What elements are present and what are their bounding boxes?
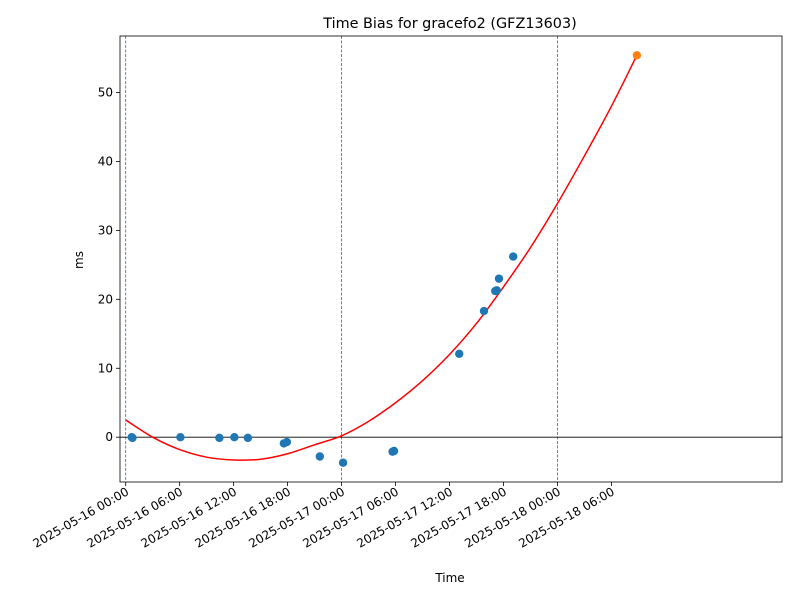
x-tick-label: 2025-05-17 18:00	[408, 484, 509, 550]
plot-area-frame	[119, 35, 783, 483]
y-axis-ticks: 0 10 20 30 40 50	[98, 86, 120, 444]
fit-curve	[125, 54, 638, 461]
data-point	[479, 306, 489, 316]
data-point	[389, 446, 399, 456]
x-tick-label: 2025-05-18 06:00	[516, 484, 617, 550]
y-tick-label: 20	[98, 292, 113, 306]
fit-curve-group	[125, 54, 638, 461]
y-axis-label: ms	[72, 251, 86, 269]
data-point	[243, 433, 253, 443]
y-tick-label: 50	[98, 86, 113, 100]
x-tick-label: 2025-05-17 00:00	[246, 484, 347, 550]
data-point	[282, 437, 292, 447]
data-point	[230, 432, 239, 442]
x-axis-label: Time	[434, 571, 464, 585]
y-tick-label: 10	[98, 361, 113, 375]
data-points-group	[127, 51, 642, 467]
x-tick-label: 2025-05-16 06:00	[85, 484, 186, 550]
data-point	[492, 286, 501, 295]
chart-title: Time Bias for gracefo2 (GFZ13603)	[322, 16, 576, 32]
y-tick-label: 30	[98, 223, 113, 237]
x-tick-label: 2025-05-18 00:00	[462, 484, 563, 550]
data-point	[509, 252, 518, 261]
x-tick-label: 2025-05-16 00:00	[31, 484, 132, 550]
data-point	[338, 458, 348, 467]
day-boundary-lines	[125, 36, 558, 482]
x-tick-label: 2025-05-17 06:00	[300, 484, 401, 550]
y-tick-label: 0	[105, 430, 113, 444]
x-tick-label: 2025-05-16 12:00	[138, 484, 239, 550]
data-point	[494, 274, 504, 283]
x-tick-label: 2025-05-17 12:00	[354, 484, 455, 550]
x-tick-label: 2025-05-16 18:00	[192, 484, 293, 550]
predicted-point	[632, 51, 642, 60]
data-point	[455, 349, 464, 358]
data-point	[315, 452, 325, 461]
data-point	[215, 433, 224, 443]
y-tick-label: 40	[98, 154, 113, 168]
data-point	[128, 433, 137, 443]
data-point	[176, 432, 185, 442]
